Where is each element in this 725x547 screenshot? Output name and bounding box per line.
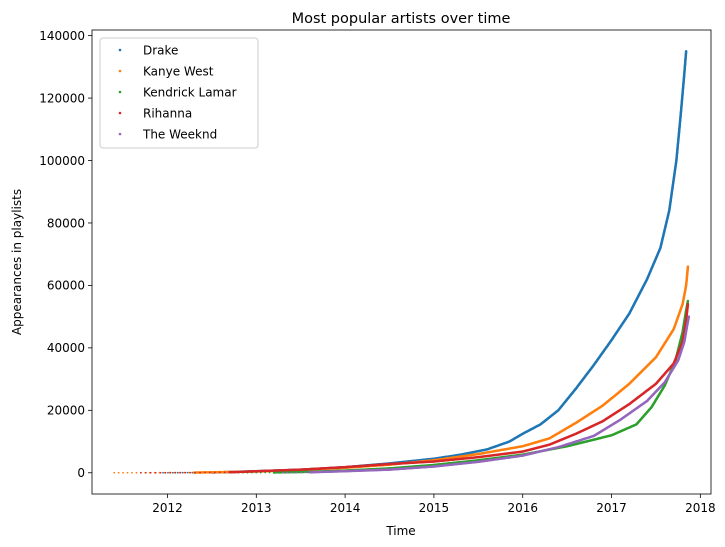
data-point <box>113 471 116 474</box>
x-tick-label: 2016 <box>507 501 538 515</box>
data-point <box>162 471 164 474</box>
y-axis-label: Appearances in playlists <box>10 189 24 335</box>
data-point <box>295 471 298 474</box>
data-point <box>686 302 690 306</box>
legend-marker <box>118 111 122 115</box>
data-point <box>154 471 157 474</box>
series-rihanna <box>139 302 690 474</box>
data-point <box>194 471 197 474</box>
data-point <box>169 471 172 474</box>
x-axis: 2012 2013 2014 2015 2016 2017 2018 <box>152 494 716 515</box>
legend-marker <box>118 69 122 73</box>
plot-marks <box>113 49 691 474</box>
series-the-weeknd <box>282 315 691 474</box>
data-point <box>179 471 182 474</box>
legend-label: Rihanna <box>143 106 192 120</box>
legend-label: Drake <box>143 43 178 57</box>
data-point <box>209 471 211 474</box>
data-point <box>204 471 206 474</box>
data-point <box>131 471 133 474</box>
data-point <box>199 471 201 474</box>
data-point <box>122 471 124 474</box>
data-point <box>687 315 691 318</box>
legend-marker <box>118 132 122 136</box>
data-point <box>117 471 120 474</box>
data-point <box>176 471 179 474</box>
y-tick-label: 100000 <box>39 154 85 168</box>
legend-label: Kendrick Lamar <box>143 85 237 99</box>
data-point <box>144 471 147 474</box>
data-point <box>174 471 177 474</box>
y-tick-label: 40000 <box>47 341 85 355</box>
data-point <box>304 471 307 474</box>
y-tick-label: 20000 <box>47 404 85 418</box>
data-point <box>218 471 221 474</box>
plot-area-frame <box>91 29 712 495</box>
data-point <box>164 471 167 474</box>
data-point <box>299 471 302 474</box>
data-point <box>290 471 293 474</box>
data-point <box>126 471 129 474</box>
legend-marker <box>118 48 122 52</box>
y-tick-label: 60000 <box>47 279 85 293</box>
data-point <box>181 471 184 474</box>
y-tick-label: 80000 <box>47 216 85 230</box>
y-tick-label: 0 <box>77 466 85 480</box>
x-tick-label: 2018 <box>685 501 716 515</box>
data-point <box>149 471 152 474</box>
data-point <box>684 49 688 53</box>
data-point <box>171 471 174 474</box>
x-tick-label: 2012 <box>152 501 183 515</box>
x-tick-label: 2014 <box>330 501 361 515</box>
y-tick-label: 120000 <box>39 91 85 105</box>
data-point <box>186 471 189 474</box>
data-point <box>159 471 162 474</box>
x-tick-label: 2015 <box>419 501 450 515</box>
x-axis-label: Time <box>385 524 415 538</box>
data-point <box>139 471 142 474</box>
x-tick-label: 2013 <box>241 501 272 515</box>
legend: Drake Kanye West Kendrick Lamar Rihanna The … <box>99 37 259 149</box>
data-point <box>686 265 690 268</box>
data-point <box>213 471 216 474</box>
legend-label: The Weeknd <box>142 127 217 141</box>
data-point <box>223 471 226 474</box>
data-point <box>189 471 192 474</box>
legend-label: Kanye West <box>143 64 214 78</box>
data-point <box>135 471 138 474</box>
y-axis: 0 20000 40000 60000 80000 100000 120000 140000 <box>39 29 92 480</box>
data-point <box>282 471 284 474</box>
data-point <box>686 299 690 303</box>
legend-marker <box>118 90 122 94</box>
chart-title: Most popular artists over time <box>292 11 511 27</box>
y-tick-label: 140000 <box>39 29 85 43</box>
data-point <box>286 471 289 474</box>
x-tick-label: 2017 <box>596 501 627 515</box>
legend-box <box>99 37 259 149</box>
data-point <box>167 471 169 474</box>
data-point <box>268 471 271 474</box>
data-point <box>191 471 194 474</box>
data-point <box>184 471 187 474</box>
